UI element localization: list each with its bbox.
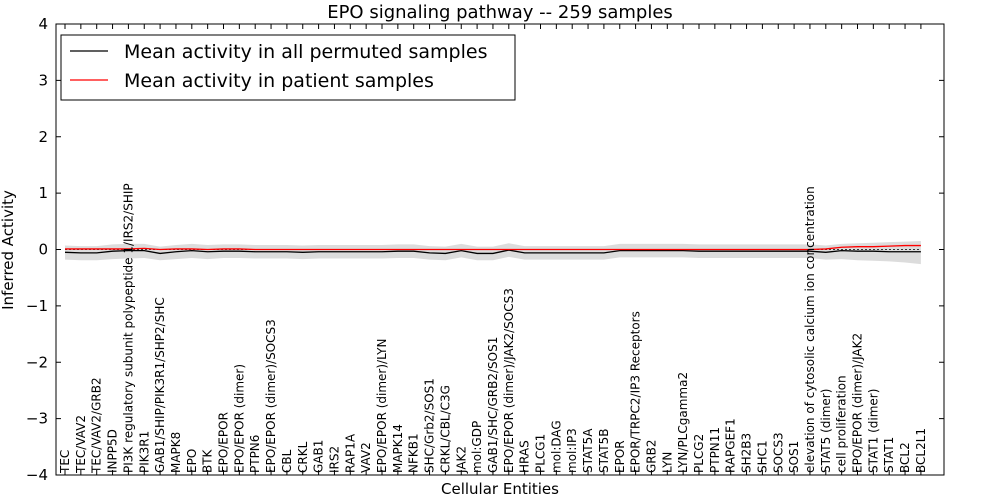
category-label: BCL2 [898, 442, 912, 473]
category-label: TEC [58, 450, 72, 474]
y-tick-label: 3 [38, 71, 48, 89]
category-label: SOCS3 [771, 432, 785, 473]
category-labels: TEC TEC/VAV2 TEC/VAV2/GRB2 INPP5D PI3K regul… [58, 24, 928, 475]
category-label: mol:IP3 [565, 428, 579, 473]
category-label: PLCG2 [692, 434, 706, 473]
category-label: GAB1 [312, 440, 326, 473]
category-label: EPO [185, 449, 199, 473]
category-label: MAPK8 [169, 432, 183, 473]
category-label: SOS1 [787, 441, 801, 473]
category-label: GRB2 [644, 439, 658, 473]
category-label: PTPN6 [248, 435, 262, 473]
category-label: STAT5B [597, 429, 611, 474]
category-label: IRS2 [327, 446, 341, 473]
y-tick-label: 2 [38, 128, 48, 146]
category-label: mol:DAG [549, 420, 563, 473]
category-label: INPP5D [106, 429, 120, 473]
legend-label-permuted: Mean activity in all permuted samples [124, 41, 487, 63]
y-axis-title: Inferred Activity [0, 190, 17, 310]
category-label: GAB1/SHIP/PIK3R1/SHP2/SHC [153, 297, 167, 473]
y-tick-label: −4 [26, 466, 48, 484]
legend: Mean activity in all permuted samples Me… [60, 34, 516, 101]
chart-title: EPO signaling pathway -- 259 samples [327, 2, 673, 23]
category-label: EPO/EPOR (dimer)/JAK2/SOCS3 [502, 288, 516, 473]
category-label: PI3K regulatory subunit polypeptide 1/IR… [121, 183, 135, 473]
category-label: SHC/Grb2/SOS1 [423, 378, 437, 473]
y-tick-label: 4 [38, 15, 48, 33]
series-line-permuted [64, 249, 921, 255]
x-axis-title: Cellular Entities [441, 480, 559, 498]
category-label: LYN/PLCgamma2 [676, 372, 690, 473]
series-line-patient [65, 244, 921, 251]
category-label: SHC1 [755, 440, 769, 473]
category-label: STAT1 [882, 437, 896, 473]
category-label: CBL [280, 449, 294, 473]
category-label: VAV2 [359, 442, 373, 473]
category-label: CRKL/CBL/C3G [438, 385, 452, 473]
series-layer [64, 244, 921, 255]
y-axis: −4 −3 −2 −1 0 1 2 3 4 [26, 15, 944, 484]
y-tick-label: −2 [26, 353, 48, 371]
category-label: TEC/VAV2/GRB2 [90, 377, 104, 474]
category-label: PLCG1 [534, 434, 548, 473]
category-label: EPO/EPOR (dimer) [232, 364, 246, 473]
y-tick-label: 0 [38, 241, 48, 259]
permuted-range-band [65, 241, 921, 265]
category-label: EPO/EPOR [217, 412, 231, 473]
category-label: EPO/EPOR (dimer)/LYN [375, 339, 389, 473]
y-tick-label: 1 [38, 184, 48, 202]
category-label: BCL2L1 [914, 428, 928, 473]
category-label: EPO/EPOR (dimer)/SOCS3 [264, 319, 278, 473]
y-tick-label: −3 [26, 410, 48, 428]
category-label: elevation of cytosolic calcium ion conce… [803, 186, 817, 473]
category-label: SH2B3 [740, 433, 754, 473]
category-label: RAP1A [343, 433, 357, 473]
category-label: BTK [201, 448, 215, 473]
legend-frame [60, 34, 516, 101]
category-label: cell proliferation [835, 375, 849, 473]
category-label: EPOR/TRPC2/IP3 Receptors [629, 311, 643, 473]
category-label: TEC/VAV2 [74, 415, 88, 474]
category-label: RAPGEF1 [724, 418, 738, 473]
category-label: PIK3R1 [137, 431, 151, 473]
category-label: STAT5 (dimer) [819, 389, 833, 473]
category-label: HRAS [518, 440, 532, 473]
plot-frame [55, 23, 945, 476]
legend-label-patient: Mean activity in patient samples [124, 70, 434, 92]
category-label: GAB1/SHC/GRB2/SOS1 [486, 337, 500, 473]
category-label: EPOR [613, 440, 627, 473]
y-tick-label: −1 [26, 297, 48, 315]
category-label: STAT5A [581, 428, 595, 473]
category-label: PTPN11 [708, 427, 722, 473]
category-label: JAK2 [454, 446, 468, 474]
category-label: mol:GDP [470, 421, 484, 473]
band-layer [65, 241, 921, 265]
category-label: CRKL [296, 441, 310, 473]
category-label: NFKB1 [407, 433, 421, 473]
category-label: STAT1 (dimer) [866, 389, 880, 473]
category-label: EPO/EPOR (dimer)/JAK2 [851, 333, 865, 473]
category-label: MAPK14 [391, 424, 405, 473]
category-label: LYN [660, 452, 674, 473]
